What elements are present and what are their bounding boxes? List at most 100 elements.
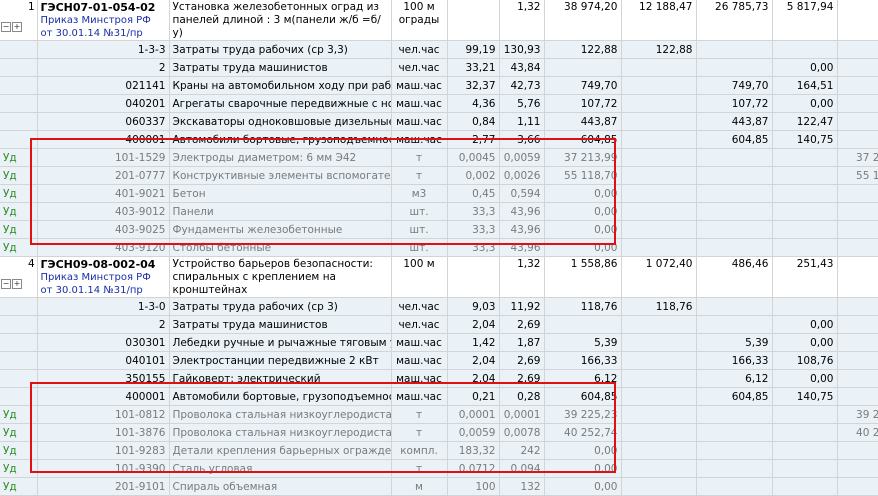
plus-box-icon[interactable]: + [12,22,22,32]
resource-norm: 183,32 [447,441,500,460]
position-code: ГЭСН07-01-054-02 [40,1,156,14]
resource-name: Лебедки ручные и рычажные тяговым уси [169,333,392,352]
resource-col3 [772,40,838,59]
resource-norm: 0,002 [447,166,500,185]
resource-row[interactable]: 350155 Гайковерт: электрический маш.час 2,0… [0,369,878,388]
resource-name: Автомобили бортовые, грузоподъемность [169,130,392,149]
resource-norm: 0,0045 [447,148,500,167]
resource-qty: 0,0001 [499,405,545,424]
resource-qty: 2,69 [499,351,545,370]
resource-total: 0,00 [544,184,622,203]
resource-col4 [837,220,878,239]
resource-col3: 0,00 [772,58,838,77]
resource-row-ud[interactable]: Уд 101-0812 Проволока стальная низкоуглеро… [0,405,878,424]
resource-norm: 9,03 [447,297,500,316]
resource-name: Панели [169,202,392,221]
position-code-cell[interactable]: ГЭСН09-08-002-04 Приказ Минстроя РФ от 30… [37,256,170,298]
resource-col3: 0,00 [772,369,838,388]
plus-box-icon[interactable]: + [12,279,22,289]
resource-total: 0,00 [544,238,622,257]
resource-col2 [696,441,773,460]
minus-box-icon[interactable]: − [1,279,11,289]
resource-col2: 166,33 [696,351,773,370]
resource-qty: 0,0078 [499,423,545,442]
resource-code: 060337 [37,112,170,131]
resource-col4: 40 252,74 [837,423,878,442]
resource-col4 [837,387,878,406]
resource-row-ud[interactable]: Уд 401-9021 Бетон м3 0,45 0,594 0,00 [0,184,878,203]
resource-row[interactable]: 2 Затраты труда машинистов чел.час 33,21 43,… [0,58,878,77]
row-marker: Уд [0,202,38,221]
resource-row[interactable]: 060337 Экскаваторы одноковшовые дизельные… [0,112,878,131]
resource-qty: 5,76 [499,94,545,113]
resource-code: 101-1529 [37,148,170,167]
resource-row[interactable]: 040201 Агрегаты сварочные передвижные с н… [0,94,878,113]
resource-row-ud[interactable]: Уд 101-9390 Сталь угловая т 0,0712 0,094 0,00 [0,459,878,478]
resource-qty: 42,73 [499,76,545,95]
resource-qty: 11,92 [499,297,545,316]
resource-total: 0,00 [544,441,622,460]
resource-row-ud[interactable]: Уд 201-0777 Конструктивные элементы вспомо… [0,166,878,185]
resource-row[interactable]: 021141 Краны на автомобильном ходу при ра… [0,76,878,95]
resource-row[interactable]: 400001 Автомобили бортовые, грузоподъемно… [0,387,878,406]
position-row[interactable]: 4 − + ГЭСН09-08-002-04 Приказ Минстроя РФ от… [0,256,878,298]
position-reference[interactable]: Приказ Минстроя РФ от 30.01.14 №31/пр [40,272,151,296]
row-marker: Уд [0,477,38,496]
resource-row-ud[interactable]: Уд 201-9101 Спираль объемная м 100 132 0,00 [0,477,878,496]
resource-row[interactable]: 2 Затраты труда машинистов чел.час 2,04 2,69… [0,315,878,334]
resource-name: Проволока стальная низкоуглеродистая р [169,405,392,424]
resource-qty: 0,28 [499,387,545,406]
resource-row[interactable]: 040101 Электростанции передвижные 2 кВт ма… [0,351,878,370]
resource-row-ud[interactable]: Уд 403-9120 Столбы бетонные шт. 33,3 43,96 0,0… [0,238,878,257]
resource-col4: 37 213,99 [837,148,878,167]
row-marker: Уд [0,220,38,239]
resource-row[interactable]: 030301 Лебедки ручные и рычажные тяговым … [0,333,878,352]
position-code-cell[interactable]: ГЭСН07-01-054-02 Приказ Минстроя РФ от 30… [37,0,170,41]
resource-row-ud[interactable]: Уд 403-9025 Фундаменты железобетонные шт. 33… [0,220,878,239]
resource-col3 [772,423,838,442]
resource-col3 [772,220,838,239]
resource-total: 443,87 [544,112,622,131]
resource-row[interactable]: 400001 Автомобили бортовые, грузоподъемно… [0,130,878,149]
resource-qty: 130,93 [499,40,545,59]
resource-col4 [837,297,878,316]
resource-name: Проволока стальная низкоуглеродистая р [169,423,392,442]
resource-row[interactable]: 1-3-0 Затраты труда рабочих (ср 3) чел.час… [0,297,878,316]
position-reference[interactable]: Приказ Минстроя РФ от 30.01.14 №31/пр [40,15,151,39]
resource-col1 [621,315,697,334]
resource-row-ud[interactable]: Уд 101-9283 Детали крепления барьерных огр… [0,441,878,460]
resource-name: Агрегаты сварочные передвижные с номи [169,94,392,113]
resource-row-ud[interactable]: Уд 101-1529 Электроды диаметром: 6 мм Э42 т… [0,148,878,167]
row-marker [0,387,38,406]
resource-total: 6,12 [544,369,622,388]
resource-unit: маш.час [391,130,448,149]
tree-controls: − + [1,22,22,32]
resource-col4: 39 225,23 [837,405,878,424]
resource-row[interactable]: 1-3-3 Затраты труда рабочих (ср 3,3) чел.ч… [0,40,878,59]
resource-qty: 242 [499,441,545,460]
resource-col3: 0,00 [772,333,838,352]
row-marker [0,333,38,352]
resource-code: 2 [37,315,170,334]
resource-total: 749,70 [544,76,622,95]
position-row[interactable]: 1 − + ГЭСН07-01-054-02 Приказ Минстроя РФ от… [0,0,878,41]
resource-norm: 32,37 [447,76,500,95]
resource-col1: 118,76 [621,297,697,316]
position-col3: 5 817,94 [772,0,838,41]
resource-row-ud[interactable]: Уд 403-9012 Панели шт. 33,3 43,96 0,00 [0,202,878,221]
resource-col4 [837,76,878,95]
resource-unit: т [391,166,448,185]
resource-norm: 100 [447,477,500,496]
resource-col2 [696,315,773,334]
resource-name: Электроды диаметром: 6 мм Э42 [169,148,392,167]
resource-qty: 2,69 [499,315,545,334]
resource-qty: 43,96 [499,220,545,239]
resource-norm: 0,21 [447,387,500,406]
minus-box-icon[interactable]: − [1,22,11,32]
position-index-cell: 1 − + [0,0,38,41]
position-qty-total: 1,32 [499,0,545,41]
row-marker [0,58,38,77]
resource-row-ud[interactable]: Уд 101-3876 Проволока стальная низкоуглеро… [0,423,878,442]
resource-col1 [621,130,697,149]
resource-total [544,315,622,334]
